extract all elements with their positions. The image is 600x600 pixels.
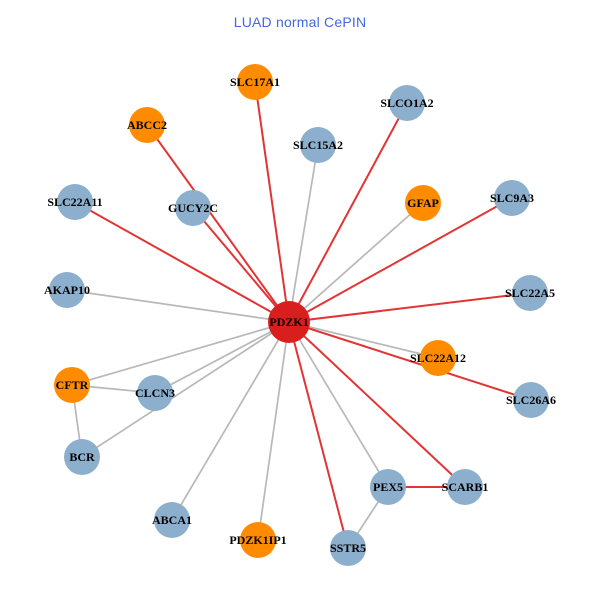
edge-PDZK1-GFAP — [288, 202, 424, 323]
node-GUCY2C[interactable] — [175, 190, 211, 226]
node-CLCN3[interactable] — [137, 375, 173, 411]
edge-PDZK1-CFTR — [71, 321, 290, 386]
edge-PDZK1-ABCC2 — [146, 124, 290, 323]
node-GFAP[interactable] — [405, 185, 441, 221]
node-ABCA1[interactable] — [154, 502, 190, 538]
edge-PDZK1-SLCO1A2 — [288, 102, 408, 323]
node-SCARB1[interactable] — [447, 469, 483, 505]
node-SLCO1A2[interactable] — [389, 85, 425, 121]
edge-PDZK1-SLC9A3 — [288, 197, 513, 323]
node-SLC9A3[interactable] — [494, 180, 530, 216]
node-SLC22A12[interactable] — [420, 340, 456, 376]
node-SLC15A2[interactable] — [300, 127, 336, 163]
node-SLC22A5[interactable] — [512, 275, 548, 311]
node-SLC26A6[interactable] — [513, 382, 549, 418]
edge-PDZK1-SLC17A1 — [254, 81, 290, 323]
edge-PDZK1-SLC22A12 — [288, 321, 439, 359]
edge-PDZK1-SSTR5 — [288, 321, 349, 549]
node-AKAP10[interactable] — [49, 272, 85, 308]
edge-PDZK1-SLC15A2 — [288, 144, 319, 323]
node-PDZK1IP1[interactable] — [240, 522, 276, 558]
edge-PDZK1-GUCY2C — [192, 207, 290, 323]
node-SLC17A1[interactable] — [237, 64, 273, 100]
node-PEX5[interactable] — [370, 469, 406, 505]
node-SSTR5[interactable] — [330, 530, 366, 566]
node-CFTR[interactable] — [54, 367, 90, 403]
edge-PDZK1-PDZK1IP1 — [257, 321, 290, 541]
edge-PDZK1-ABCA1 — [171, 321, 290, 521]
node-SLC22A11[interactable] — [57, 184, 93, 220]
node-PDZK1[interactable] — [268, 301, 310, 343]
edge-PDZK1-AKAP10 — [66, 289, 290, 323]
edge-PDZK1-CLCN3 — [154, 321, 290, 394]
edge-PDZK1-SLC22A5 — [288, 292, 531, 323]
node-BCR[interactable] — [64, 439, 100, 475]
chart-title: LUAD normal CePIN — [233, 14, 367, 30]
edge-PDZK1-SLC26A6 — [288, 321, 532, 401]
edge-PDZK1-SCARB1 — [288, 321, 466, 488]
node-ABCC2[interactable] — [129, 107, 165, 143]
edge-PDZK1-BCR — [81, 321, 290, 458]
edge-PDZK1-SLC22A11 — [74, 201, 290, 323]
edge-PDZK1-PEX5 — [288, 321, 389, 488]
